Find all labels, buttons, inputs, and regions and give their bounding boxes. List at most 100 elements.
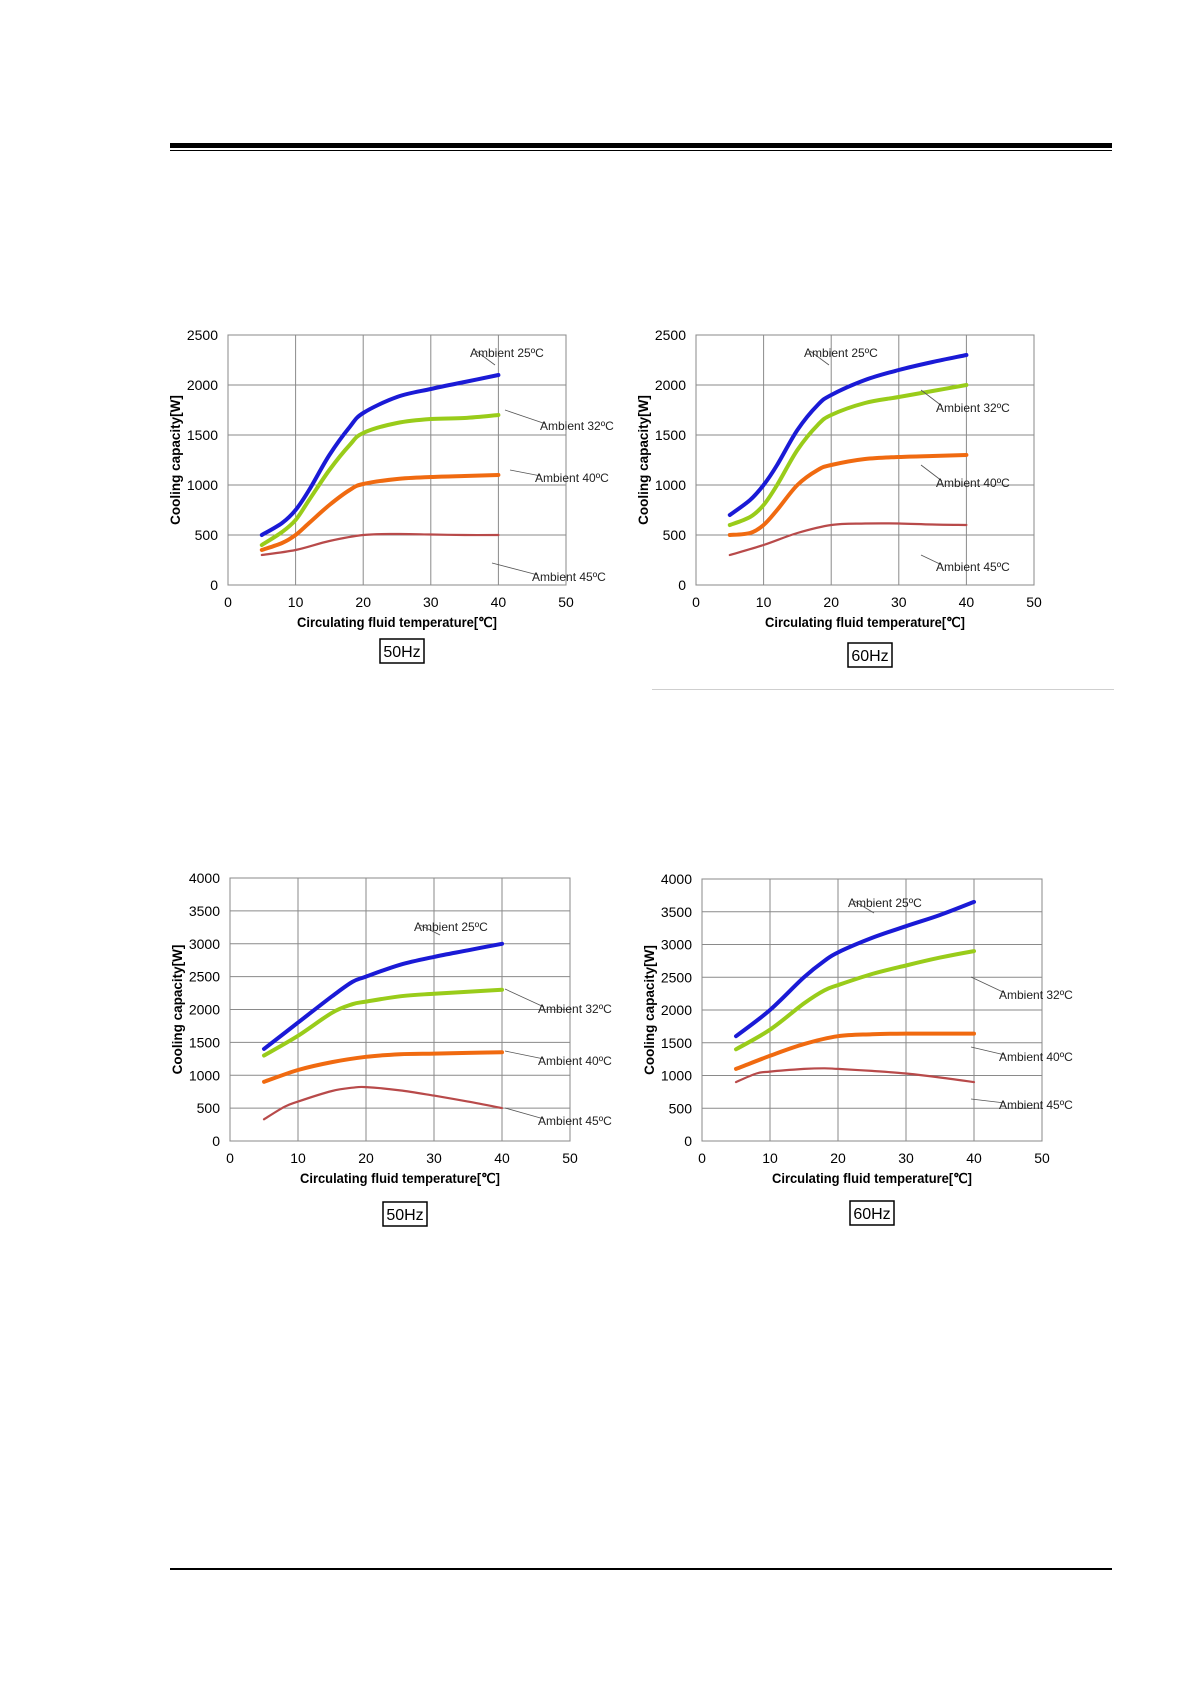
series-annotation: Ambient 40ºC xyxy=(936,476,1010,490)
y-axis-label: Cooling capacity[W] xyxy=(636,395,651,525)
x-tick-label: 20 xyxy=(823,594,839,610)
frequency-badge: 50Hz xyxy=(382,1201,428,1227)
y-tick-label: 1500 xyxy=(189,1034,220,1050)
series-line-3 xyxy=(734,1067,976,1084)
series-line-2 xyxy=(734,1031,976,1071)
chart-50hz-a: 0 10 20 30 40 5005001000150020002500Circulati… xyxy=(168,327,614,664)
frequency-box xyxy=(847,642,893,668)
y-tick-label: 3500 xyxy=(189,903,220,919)
x-tick-label: 50 xyxy=(562,1150,578,1166)
annotation-leader xyxy=(809,350,830,366)
frequency-label: 60Hz xyxy=(853,1206,890,1223)
x-tick-label: 10 xyxy=(288,594,304,610)
series-annotation: Ambient 32ºC xyxy=(540,419,614,433)
y-tick-label: 1000 xyxy=(661,1068,692,1084)
x-axis-label: Circulating fluid temperature[℃] xyxy=(297,615,497,630)
x-tick-label: 30 xyxy=(891,594,907,610)
x-tick-label: 40 xyxy=(491,594,507,610)
x-tick-label: 30 xyxy=(423,594,439,610)
y-tick-label: 1000 xyxy=(187,477,218,493)
y-tick-label: 500 xyxy=(669,1100,693,1116)
frequency-box xyxy=(382,1201,428,1227)
y-tick-label: 2500 xyxy=(661,969,692,985)
series-annotation: Ambient 32ºC xyxy=(538,1002,612,1016)
y-axis-label: Cooling capacity[W] xyxy=(168,395,183,525)
series-annotation: Ambient 32ºC xyxy=(936,401,1010,415)
annotation-leader xyxy=(920,464,943,482)
y-tick-label: 2500 xyxy=(187,327,218,343)
x-tick-label: 40 xyxy=(959,594,975,610)
x-tick-label: 0 xyxy=(224,594,232,610)
chart-50hz-b: 0 10 20 30 40 5005001000150020002500300035004… xyxy=(170,870,612,1227)
y-tick-label: 500 xyxy=(663,527,687,543)
series-line-3 xyxy=(260,532,500,557)
annotation-leader xyxy=(491,562,539,576)
series-line-1 xyxy=(259,413,501,547)
x-axis-label: Circulating fluid temperature[℃] xyxy=(300,1171,500,1186)
frequency-badge: 50Hz xyxy=(379,638,425,664)
annotation-leader xyxy=(504,988,545,1008)
series-annotation: Ambient 25ºC xyxy=(470,346,544,360)
frequency-box xyxy=(379,638,425,664)
series-line-2 xyxy=(727,453,969,537)
annotation-leader xyxy=(419,924,441,936)
header-rule-thick xyxy=(170,143,1112,148)
annotation-leader xyxy=(853,900,875,914)
series-line-2 xyxy=(259,473,501,552)
x-tick-label: 0 xyxy=(692,594,700,610)
series-line-0 xyxy=(259,373,501,537)
annotation-leader xyxy=(504,1050,545,1060)
y-tick-label: 1500 xyxy=(661,1035,692,1051)
chart-60hz-b: 0 10 20 30 40 5005001000150020002500300035004… xyxy=(642,871,1073,1226)
y-tick-label: 1500 xyxy=(187,427,218,443)
x-tick-label: 20 xyxy=(355,594,371,610)
x-tick-label: 0 xyxy=(698,1150,706,1166)
x-tick-label: 20 xyxy=(358,1150,374,1166)
series-line-3 xyxy=(262,1085,504,1121)
annotation-leader xyxy=(509,469,542,477)
x-axis-label: Circulating fluid temperature[℃] xyxy=(772,1171,972,1186)
x-tick-label: 30 xyxy=(426,1150,442,1166)
y-tick-label: 1000 xyxy=(655,477,686,493)
series-annotation: Ambient 25ºC xyxy=(414,920,488,934)
x-tick-label: 30 xyxy=(898,1150,914,1166)
annotation-leader xyxy=(475,350,496,366)
series-line-1 xyxy=(734,949,976,1052)
y-tick-label: 1500 xyxy=(655,427,686,443)
y-tick-label: 2000 xyxy=(661,1002,692,1018)
series-annotation: Ambient 25ºC xyxy=(848,896,922,910)
y-tick-label: 0 xyxy=(212,1133,220,1149)
frequency-label: 60Hz xyxy=(851,648,888,665)
x-tick-label: 10 xyxy=(756,594,772,610)
series-annotation: Ambient 45ºC xyxy=(999,1098,1073,1112)
series-line-0 xyxy=(262,941,504,1051)
header-rule-thin xyxy=(170,150,1112,151)
y-tick-label: 3000 xyxy=(189,936,220,952)
y-tick-label: 2500 xyxy=(655,327,686,343)
y-axis-label: Cooling capacity[W] xyxy=(170,945,185,1075)
series-annotation: Ambient 40ºC xyxy=(538,1054,612,1068)
plot-area xyxy=(227,334,567,586)
annotation-leader xyxy=(920,389,943,407)
series-annotation: Ambient 45ºC xyxy=(936,560,1010,574)
series-line-2 xyxy=(262,1050,504,1084)
series-annotation: Ambient 32ºC xyxy=(999,988,1073,1002)
y-tick-label: 4000 xyxy=(661,871,692,887)
annotation-leader xyxy=(970,1098,1006,1104)
series-line-0 xyxy=(727,353,969,517)
series-line-0 xyxy=(734,899,976,1039)
y-tick-label: 2000 xyxy=(187,377,218,393)
x-tick-label: 10 xyxy=(290,1150,306,1166)
series-line-1 xyxy=(262,987,504,1058)
x-tick-label: 40 xyxy=(494,1150,510,1166)
series-annotation: Ambient 45ºC xyxy=(538,1114,612,1128)
chart-60hz-a: 0 10 20 30 40 5005001000150020002500Circulati… xyxy=(636,327,1042,668)
y-tick-label: 500 xyxy=(195,527,219,543)
x-axis-label: Circulating fluid temperature[℃] xyxy=(765,615,965,630)
y-tick-label: 2000 xyxy=(189,1002,220,1018)
x-tick-label: 0 xyxy=(226,1150,234,1166)
series-line-1 xyxy=(727,383,969,527)
series-annotation: Ambient 40ºC xyxy=(999,1050,1073,1064)
y-axis-label: Cooling capacity[W] xyxy=(642,945,657,1075)
y-tick-label: 3500 xyxy=(661,904,692,920)
